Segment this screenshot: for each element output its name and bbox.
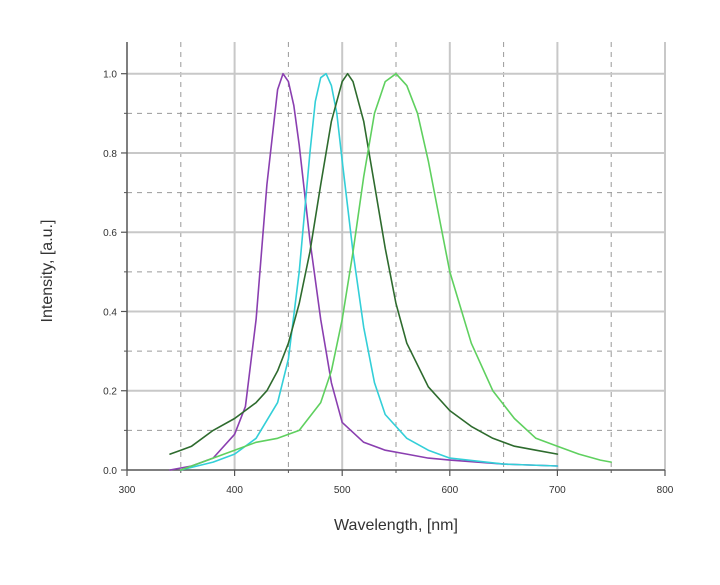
grid [127, 42, 666, 470]
axes [121, 42, 666, 476]
data-series [169, 72, 613, 471]
y-axis-label: Intensity, [a.u.] [39, 220, 56, 323]
y-tick-label: 0.4 [103, 307, 117, 318]
y-tick-label: 0.6 [103, 228, 117, 239]
x-tick-label: 500 [334, 485, 351, 496]
y-tick-label: 0.0 [103, 466, 117, 477]
series-line-2 [180, 72, 559, 471]
x-tick-label: 400 [226, 485, 243, 496]
y-tick-label: 0.2 [103, 387, 117, 398]
series-line-3 [169, 72, 559, 455]
x-tick-label: 700 [549, 485, 566, 496]
series-line-1 [169, 72, 559, 471]
series-line-4 [180, 72, 613, 471]
tick-labels: 300 400 500 600 700 800 0.0 0.2 0.4 0.6 0.8 1.0 [103, 70, 674, 496]
x-axis-label: Wavelength, [nm] [334, 517, 458, 534]
y-tick-label: 0.8 [103, 149, 117, 160]
y-tick-label: 1.0 [103, 70, 117, 81]
x-tick-label: 800 [657, 485, 674, 496]
x-tick-label: 300 [119, 485, 136, 496]
x-tick-label: 600 [441, 485, 458, 496]
